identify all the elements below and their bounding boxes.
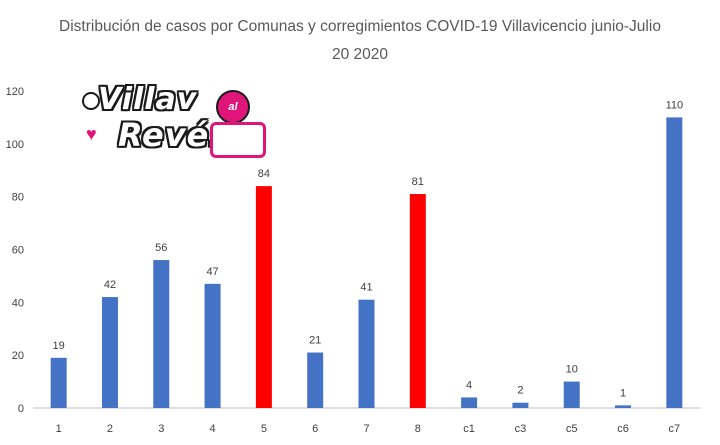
data-label: 47 [206,266,218,278]
x-tick-label: 2 [107,423,113,435]
bar [666,117,683,409]
bar [101,297,118,408]
x-tick-label: c7 [669,423,681,435]
chart-title: Distribución de casos por Comunas y corr… [59,18,661,35]
x-tick-label: 6 [312,423,318,435]
logo-badge: al [216,90,250,124]
data-label: 1 [620,387,626,399]
x-tick-label: 4 [210,423,216,435]
instagram-icon [82,92,100,110]
x-tick-label: 7 [363,423,369,435]
bar [153,260,170,408]
bar [409,194,426,408]
data-label: 41 [360,282,372,294]
y-tick-label: 40 [12,297,24,309]
y-tick-label: 80 [12,192,24,204]
data-label: 10 [566,364,578,376]
bar [358,299,375,408]
bar [204,283,221,408]
data-label: 84 [258,168,270,180]
data-label: 42 [104,279,116,291]
x-tick-label: c5 [566,423,578,435]
data-label: 2 [517,385,523,397]
bar [50,357,67,408]
villavicencio-al-reves-logo: Villav al ♥ Revés [68,80,268,162]
y-tick-label: 100 [6,139,24,151]
x-tick-label: 3 [158,423,164,435]
chart-title-line-2: 20 2020 [331,46,389,63]
logo-text-bottom: Revés [118,116,230,154]
x-tick-label: 5 [261,423,267,435]
bar [563,381,580,408]
bar [307,352,324,408]
y-tick-label: 60 [12,245,24,257]
x-tick-label: c6 [617,423,629,435]
bar [255,186,272,408]
y-tick-label: 120 [6,86,24,98]
x-tick-label: 8 [415,423,421,435]
data-label: 19 [53,340,65,352]
y-tick-label: 0 [18,403,24,415]
data-label: 110 [666,99,684,111]
data-label: 56 [155,242,167,254]
bar [512,402,529,408]
bar [615,405,632,408]
x-tick-label: c3 [515,423,527,435]
x-tick-label: c1 [463,423,475,435]
bar [461,397,478,408]
logo-text-top: Villav [98,82,198,117]
data-label: 4 [466,379,472,391]
heart-icon: ♥ [86,124,97,144]
x-tick-label: 1 [56,423,62,435]
y-tick-label: 20 [12,350,24,362]
data-label: 21 [309,335,321,347]
like-bubble-icon [210,122,266,158]
data-label: 81 [412,176,424,188]
